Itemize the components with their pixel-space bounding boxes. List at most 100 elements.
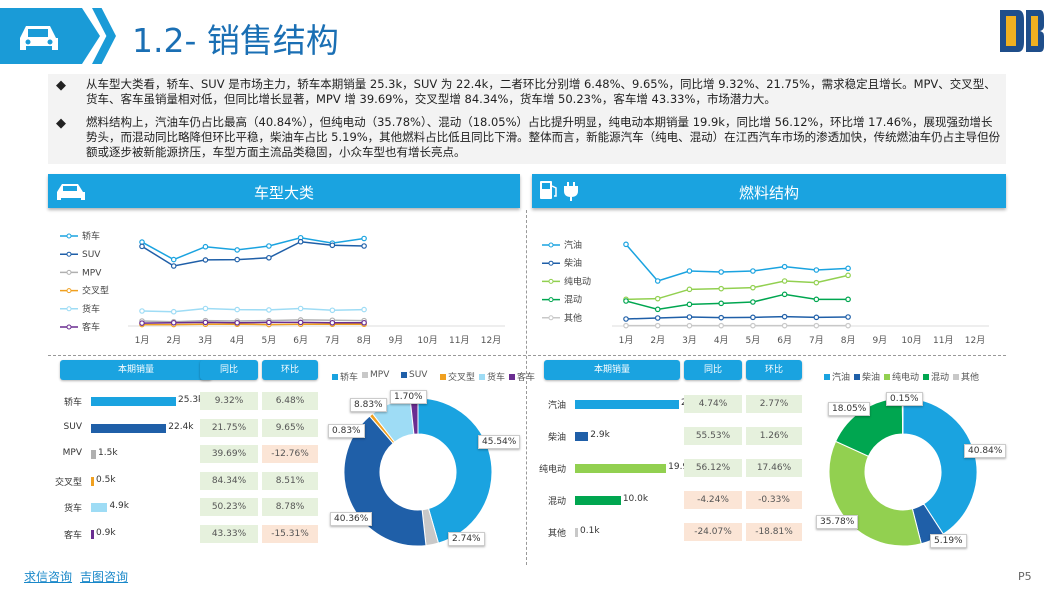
series-line-柴油 (625, 315, 849, 320)
legend-swatch (884, 373, 890, 380)
data-point (266, 319, 272, 326)
legend-item: SUV (401, 370, 427, 380)
legend-swatch (953, 373, 959, 380)
legend-marker (66, 251, 72, 257)
x-tick-label: 4月 (230, 335, 245, 346)
series-line-轿车 (141, 237, 365, 261)
legend-item: 客车 (509, 370, 535, 383)
data-point (361, 306, 367, 313)
data-label: 2.74% (448, 532, 485, 546)
legend-label: SUV (82, 250, 101, 260)
data-point (202, 305, 209, 312)
row-label: 轿车 (63, 398, 82, 408)
data-point (361, 319, 367, 326)
legend-swatch (479, 373, 485, 380)
data-point (202, 243, 209, 250)
data-point (750, 299, 756, 305)
value-label: 22.4k (168, 421, 194, 432)
yoy-cell: 21.75% (200, 418, 258, 437)
value-bar (91, 397, 176, 406)
legend-marker (548, 278, 554, 284)
data-point (623, 322, 629, 329)
data-point (718, 314, 724, 321)
legend-label: 其他 (961, 373, 980, 383)
data-point (234, 319, 240, 326)
data-label: 0.15% (886, 392, 923, 406)
legend-label: MPV (82, 268, 102, 278)
series-line-汽油 (625, 243, 849, 282)
legend-label: 轿车 (82, 230, 100, 242)
value-bar (575, 496, 621, 505)
legend-label: 柴油 (862, 373, 881, 383)
data-point (813, 314, 820, 321)
x-tick-label: 9月 (872, 335, 887, 346)
data-point (781, 291, 788, 298)
row-label: 汽油 (547, 401, 566, 411)
legend-label: 柴油 (564, 257, 582, 269)
value-bar (91, 503, 108, 512)
data-label: 45.54% (478, 435, 521, 449)
vehicle-trend-chart: 1月 2月 3月 4月 5月 6月 7月 8月 9月 10月 11月 12月 轿车 SUV MPV 交叉型货车… (60, 230, 505, 346)
data-point (361, 235, 367, 242)
bullet-icon: ◆ (56, 116, 66, 131)
data-label: 40.84% (964, 444, 1007, 458)
data-label: 8.83% (350, 398, 387, 412)
value-bar (575, 432, 589, 441)
mom-cell: -15.31% (262, 524, 318, 543)
yoy-cell: -4.24% (684, 491, 742, 509)
fuel-charge-icon (540, 181, 578, 201)
legend-item: 交叉型 (440, 370, 475, 383)
data-point (170, 263, 177, 269)
data-point (234, 256, 240, 263)
legend-item: 柴油 (854, 370, 880, 383)
data-point (781, 322, 788, 329)
table-header-yoy: 同比 (200, 360, 258, 380)
divider-vertical (526, 210, 527, 565)
value-label: 4.9k (109, 501, 129, 511)
data-point (654, 295, 661, 302)
value-label: 19.9k (668, 462, 694, 472)
legend-marker (66, 288, 72, 294)
summary-box: ◆ 从车型大类看，轿车、SUV 是市场主力，轿车本期销量 25.3k，SUV 为… (48, 74, 1006, 164)
legend-swatch (824, 373, 830, 380)
legend-label: 交叉型 (448, 373, 476, 383)
data-label: 18.05% (828, 402, 871, 416)
divider-horizontal (48, 355, 1006, 356)
legend-marker (548, 315, 554, 321)
x-tick-label: 12月 (481, 335, 501, 346)
page-number: P5 (1018, 570, 1032, 583)
x-tick-label: 5月 (746, 335, 761, 346)
data-point (718, 285, 724, 292)
value-bar (91, 450, 97, 459)
data-point (202, 319, 209, 326)
data-point (750, 322, 756, 329)
row-label: SUV (63, 421, 82, 432)
series-line-SUV (141, 240, 365, 267)
value-bar (91, 529, 95, 539)
footer-link-jitu[interactable]: 吉图咨询 (80, 570, 129, 584)
legend-marker (66, 306, 72, 312)
x-tick-label: 9月 (388, 335, 403, 346)
x-tick-label: 10月 (901, 335, 921, 346)
footer-link-qiuxin[interactable]: 求信咨询 (24, 570, 73, 584)
page-title: 1.2- 销售结构 (132, 21, 339, 60)
value-label: 1.5k (98, 448, 118, 458)
legend-label: 客车 (82, 321, 100, 333)
header-banner (0, 8, 100, 64)
data-point (329, 307, 336, 314)
data-label: 0.83% (328, 424, 365, 438)
legend-marker (66, 233, 72, 239)
legend-label: 货车 (82, 303, 100, 315)
data-point (750, 314, 756, 321)
data-point (750, 284, 756, 291)
data-point (329, 319, 336, 326)
data-point (361, 243, 367, 249)
car-icon (20, 26, 58, 50)
x-tick-label: 11月 (933, 335, 953, 346)
row-label: 柴油 (547, 433, 566, 443)
value-bar (575, 400, 679, 409)
value-bar (91, 476, 94, 486)
x-tick-label: 2月 (650, 335, 665, 346)
data-point (813, 296, 820, 303)
legend-item: 其他 (953, 370, 979, 383)
